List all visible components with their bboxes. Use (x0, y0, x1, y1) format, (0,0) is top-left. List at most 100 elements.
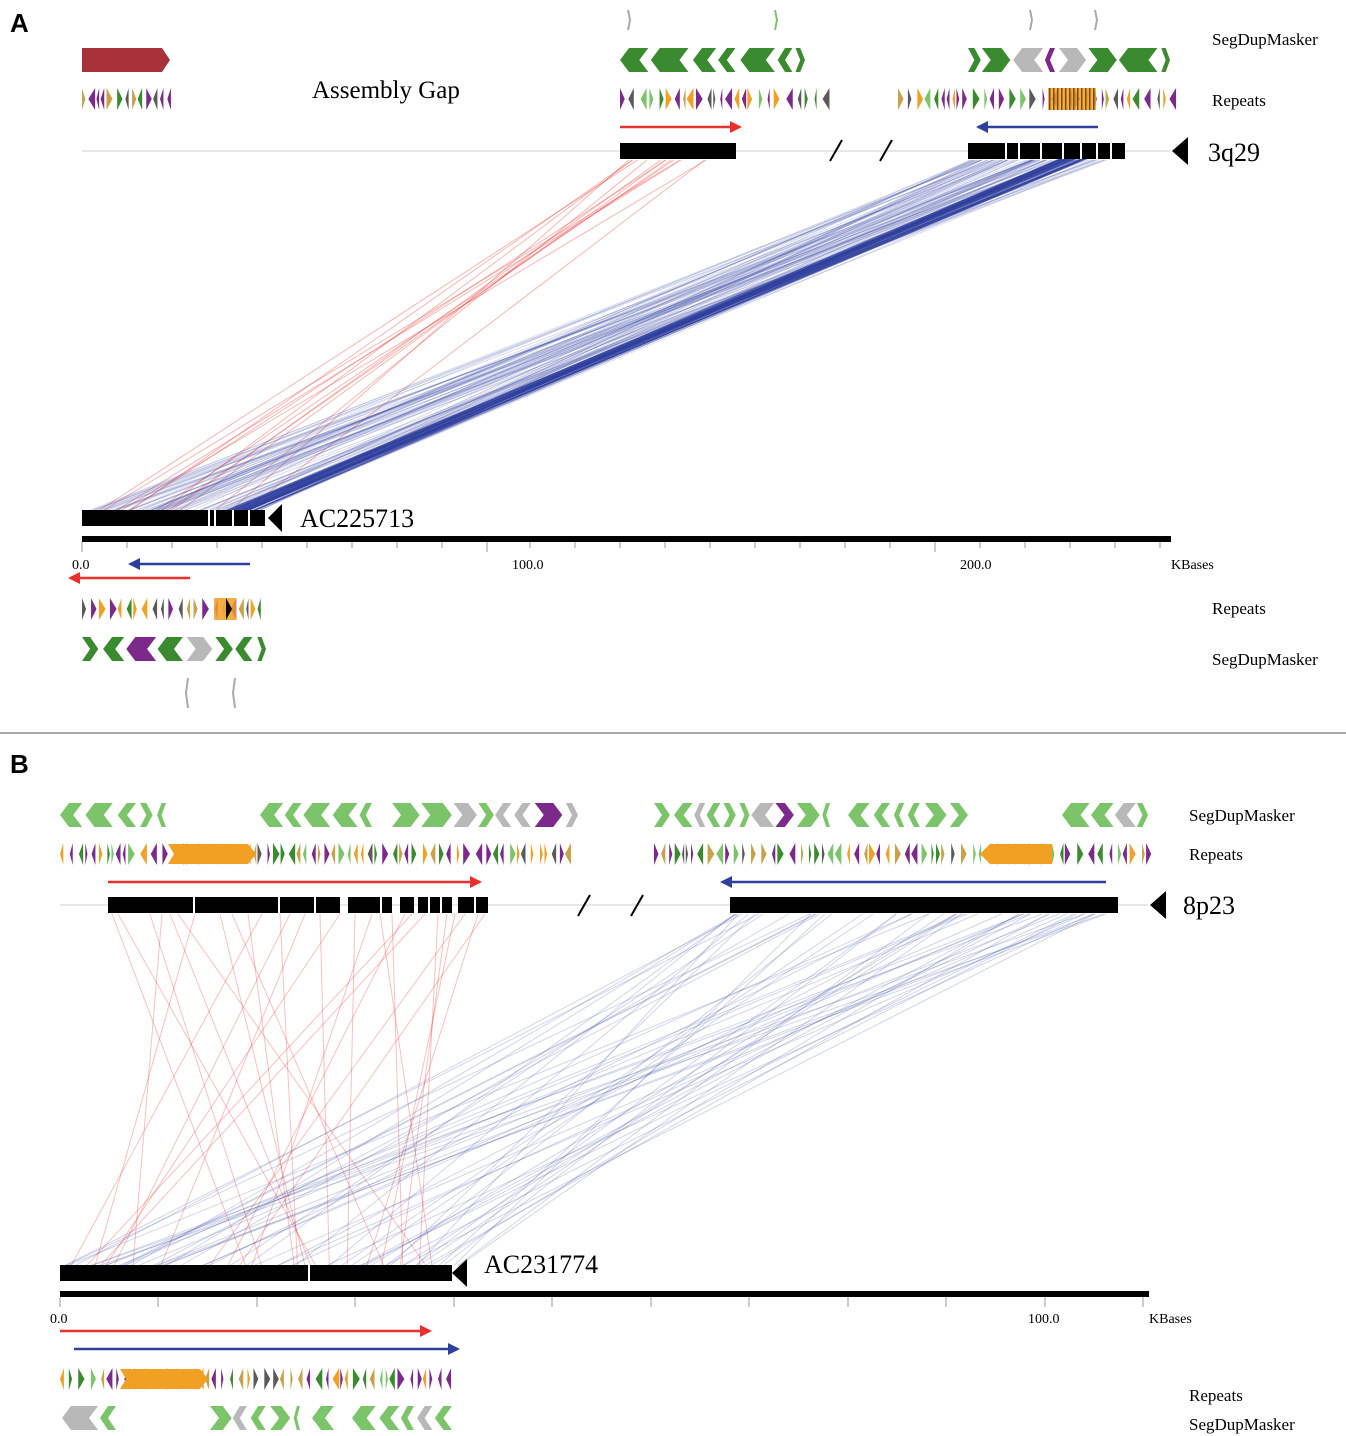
alignment-match-line (130, 159, 1008, 511)
repeat-element (422, 1368, 427, 1390)
alignment-match-line (116, 159, 682, 511)
gap-break-slash-icon (577, 894, 591, 917)
axis-tick-label: 100.0 (1028, 1312, 1060, 1327)
repeat-element (751, 843, 756, 865)
repeat-element (951, 843, 955, 865)
alignment-match-line (146, 159, 1047, 511)
alignment-match-line (180, 159, 666, 511)
repeat-element (742, 843, 745, 865)
segdup-element (654, 803, 670, 827)
alignment-match-line (232, 159, 1003, 511)
repeat-element (707, 88, 712, 110)
repeat-element (257, 843, 262, 865)
alignment-match-line (93, 159, 1048, 511)
segdup-element (822, 803, 830, 827)
segdup-element (775, 803, 794, 827)
segdup-element (907, 803, 920, 827)
alignment-match-line (237, 157, 1077, 513)
repeat-element (695, 88, 703, 110)
repeat-element (1020, 88, 1026, 110)
sequence-block (108, 897, 340, 913)
repeat-element (1105, 88, 1110, 110)
repeat-element (111, 843, 114, 865)
repeat-element (885, 843, 890, 865)
track-label-segdupmasker: SegDupMasker (1212, 650, 1318, 669)
repeat-element (1009, 88, 1016, 110)
alignment-match-line (104, 913, 964, 1267)
alignment-match-line (219, 159, 972, 511)
repeat-element (280, 843, 285, 865)
alignment-match-line (208, 913, 466, 1267)
alignment-match-line (161, 159, 633, 511)
segdup-element (117, 803, 137, 827)
alignment-match-line (63, 913, 760, 1267)
repeat-element (311, 843, 316, 865)
segdup-element (650, 48, 689, 72)
repeat-element (564, 843, 572, 865)
segdup-fragment (231, 677, 236, 709)
segdup-element (232, 1406, 247, 1430)
alignment-match-line (170, 159, 1053, 511)
repeat-element (544, 843, 548, 865)
segdup-element (514, 803, 531, 827)
repeat-element (961, 843, 967, 865)
repeat-element (747, 88, 753, 110)
alignment-match-line (215, 159, 648, 511)
repeat-element (60, 843, 64, 865)
alignment-match-line (98, 159, 1040, 511)
alignment-match-line (122, 913, 817, 1267)
alignment-match-line (276, 913, 957, 1267)
segdup-element (392, 803, 420, 827)
repeat-element (160, 88, 164, 110)
repeat-element (90, 1368, 96, 1390)
alignment-match-line (158, 159, 1055, 511)
repeat-element (340, 1368, 343, 1390)
repeat-element (998, 88, 1005, 110)
repeat-element (924, 88, 931, 110)
repeat-element (804, 88, 808, 110)
alignment-match-line (201, 913, 1024, 1267)
repeat-element (827, 843, 834, 865)
segdup-element (873, 803, 891, 827)
segdup-element (1114, 803, 1136, 827)
segdup-element (751, 803, 775, 827)
segdup-fragment (184, 677, 189, 709)
alignment-match-line (154, 913, 1030, 1267)
alignment-match-line (140, 159, 1003, 511)
repeat-element (109, 598, 117, 620)
repeat-element (429, 1368, 433, 1390)
alignment-match-line (173, 159, 1010, 511)
repeat-element-stripe (1049, 88, 1051, 110)
repeat-element (510, 843, 516, 865)
repeat-element (290, 1368, 293, 1390)
alignment-match-line (151, 159, 1016, 511)
repeat-element (559, 843, 564, 865)
alignment-match-line (171, 159, 662, 511)
orientation-arrowhead-icon (1172, 137, 1188, 165)
repeat-element (264, 1368, 271, 1390)
alignment-match-line (245, 913, 737, 1267)
alignment-match-line (328, 913, 749, 1267)
segdup-fragment (774, 9, 779, 31)
repeat-element (101, 1368, 105, 1390)
alignment-match-line (193, 159, 975, 511)
alignment-match-line (117, 913, 317, 1267)
alignment-match-line (252, 913, 1068, 1267)
repeat-element (1042, 88, 1045, 110)
axis-tick-label: 200.0 (960, 558, 992, 573)
alignment-match-line (401, 913, 958, 1267)
repeat-element (868, 843, 876, 865)
alignment-match-line (128, 159, 667, 511)
repeat-element (85, 843, 88, 865)
repeat-element (682, 843, 685, 865)
alignment-match-line (103, 159, 681, 511)
repeat-element (246, 598, 249, 620)
alignment-match-line (175, 159, 1063, 511)
axis-tick-label: 100.0 (512, 558, 544, 573)
repeat-element (551, 843, 557, 865)
repeat-element (771, 843, 776, 865)
alignment-match-line (325, 913, 1093, 1267)
repeat-element (167, 88, 171, 110)
alignment-match-line (151, 159, 972, 511)
repeat-element (326, 1368, 329, 1390)
